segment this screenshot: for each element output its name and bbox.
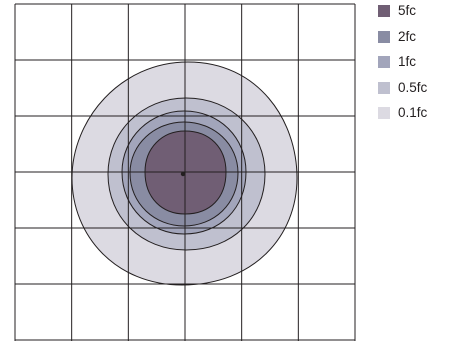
contour-diagram [0, 0, 372, 341]
legend-item-5fc: 5fc [378, 3, 448, 29]
legend-swatch-5fc [378, 5, 390, 17]
legend-label-2fc: 2fc [398, 29, 416, 45]
legend-item-0.5fc: 0.5fc [378, 80, 448, 106]
legend-label-5fc: 5fc [398, 3, 416, 19]
legend-swatch-0.1fc [378, 107, 390, 119]
legend-swatch-2fc [378, 31, 390, 43]
source-point [181, 172, 185, 176]
legend-item-0.1fc: 0.1fc [378, 105, 448, 131]
legend-item-1fc: 1fc [378, 54, 448, 80]
legend-swatch-0.5fc [378, 82, 390, 94]
legend-label-0.1fc: 0.1fc [398, 105, 427, 121]
legend: 5fc 2fc 1fc 0.5fc 0.1fc [378, 3, 448, 131]
legend-label-0.5fc: 0.5fc [398, 80, 427, 96]
legend-label-1fc: 1fc [398, 54, 416, 70]
grid-lines [15, 4, 355, 341]
legend-item-2fc: 2fc [378, 29, 448, 55]
legend-swatch-1fc [378, 56, 390, 68]
